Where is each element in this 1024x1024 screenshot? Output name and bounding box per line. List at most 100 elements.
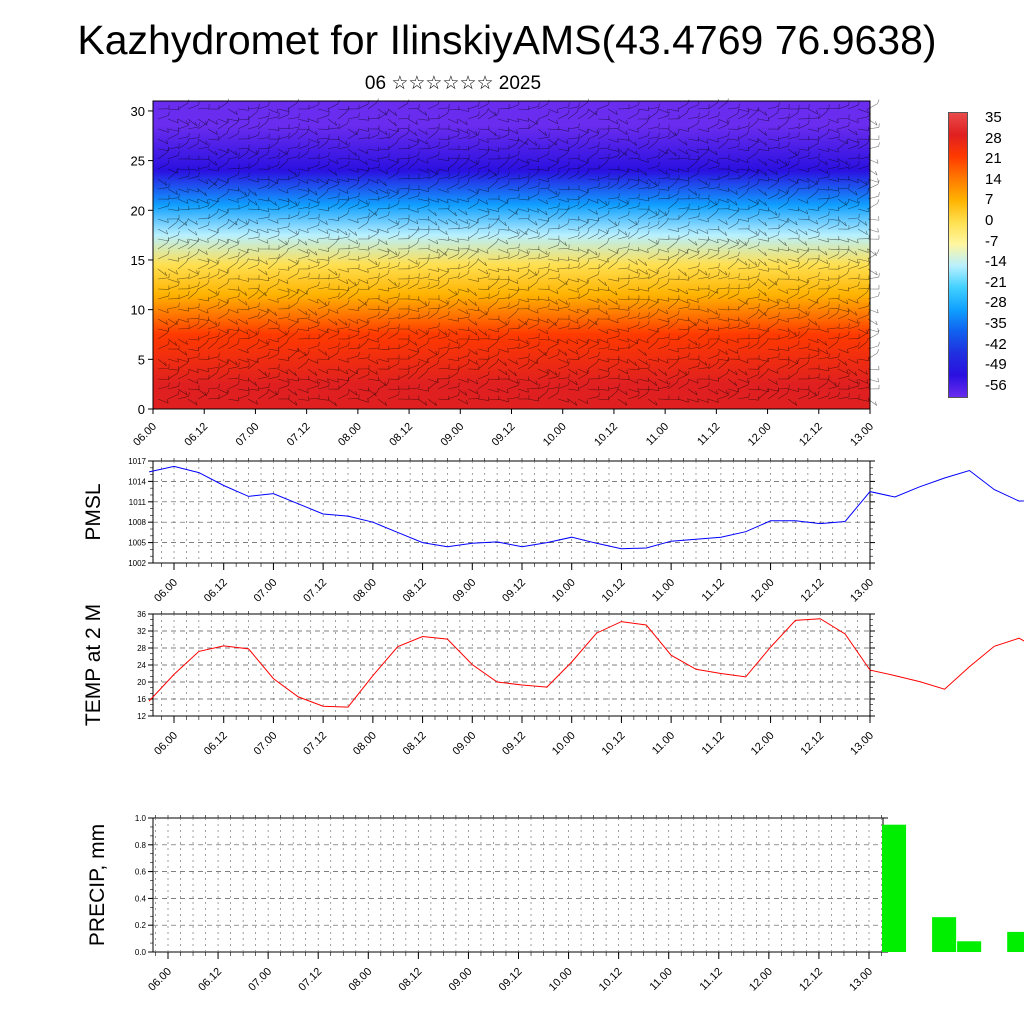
wind-barb-flag (644, 171, 648, 176)
wind-barb (577, 222, 588, 230)
wind-barb-flag (607, 357, 609, 363)
wind-barb-flag (707, 249, 710, 254)
wind-barb (267, 308, 277, 316)
wind-barb (827, 166, 839, 170)
wind-barb (177, 348, 188, 356)
wind-barb-flag (618, 202, 620, 207)
wind-barb (417, 276, 429, 280)
wind-barb (267, 376, 279, 380)
wind-barb-flag (628, 311, 630, 316)
wind-barb-flag (428, 173, 430, 178)
wind-barb-flag (878, 341, 880, 346)
wind-barb-flag (215, 290, 218, 295)
wind-barb-flag (757, 339, 760, 344)
wind-barb-flag (237, 129, 240, 135)
wind-barb (247, 198, 258, 206)
wind-barb (837, 252, 848, 260)
wind-barb (637, 338, 649, 344)
wind-barb-flag (546, 218, 550, 223)
wind-barb-flag (695, 341, 698, 346)
wind-barb-flag (576, 339, 579, 344)
wind-barb (717, 188, 729, 192)
wind-barb (717, 318, 729, 322)
wind-barb (187, 188, 199, 193)
wind-barb (817, 111, 827, 120)
wind-barb (517, 288, 529, 291)
wind-barb (327, 308, 339, 314)
wind-barb (487, 281, 497, 290)
wind-barb (417, 358, 429, 364)
wind-barb-flag (865, 230, 868, 235)
wind-barb-flag (467, 288, 469, 293)
wind-barb-flag (297, 210, 300, 216)
wind-barb-flag (618, 221, 620, 226)
wind-barb (627, 388, 639, 393)
wind-barb (547, 393, 558, 400)
wind-barb-flag (818, 232, 820, 237)
wind-barb-flag (266, 288, 269, 293)
wind-barb-flag (855, 251, 858, 256)
wind-barb (287, 351, 297, 360)
wind-barb-flag (167, 218, 169, 223)
wind-barb-flag (688, 221, 690, 226)
wind-barb (747, 312, 758, 320)
wind-barb (227, 188, 239, 192)
wind-barb-flag (285, 240, 288, 246)
wind-barb (247, 248, 259, 252)
y-tick-label: 28 (137, 644, 146, 653)
wind-barb (767, 315, 779, 320)
wind-barb-flag (216, 337, 219, 343)
wind-barb (777, 288, 789, 294)
wind-barb-flag (658, 152, 660, 157)
wind-barb-flag (556, 289, 559, 294)
wind-barb (797, 187, 809, 190)
wind-barb-flag (556, 208, 560, 213)
wind-barb-flag (516, 288, 520, 293)
wind-barb (557, 138, 569, 144)
wind-barb (337, 198, 349, 201)
wind-barb (167, 234, 179, 240)
wind-barb (357, 324, 369, 330)
wind-barb (827, 238, 839, 241)
wind-barb (687, 138, 699, 142)
wind-barb-flag (626, 369, 629, 374)
wind-barb (207, 212, 218, 220)
wind-barb (677, 207, 689, 210)
wind-barb (677, 157, 689, 160)
wind-barb (317, 331, 327, 340)
wind-barb-flag (697, 119, 700, 124)
wind-barb (337, 393, 349, 400)
wind-barb (397, 118, 409, 120)
wind-barb (647, 136, 659, 140)
wind-barb-flag (764, 221, 767, 226)
wind-barb-flag (475, 321, 478, 326)
wind-barb-flag (574, 401, 578, 406)
wind-barb (337, 158, 349, 160)
wind-barb-flag (647, 139, 650, 145)
wind-barb-flag (725, 350, 728, 355)
wind-barb-flag (384, 111, 388, 116)
wind-barb-flag (554, 321, 557, 327)
wind-barb-flag (697, 298, 699, 303)
wind-barb-flag (526, 137, 529, 143)
wind-barb-flag (628, 232, 630, 237)
wind-barb-flag (537, 208, 539, 213)
wind-barb (507, 247, 519, 250)
wind-barb-flag (568, 102, 570, 107)
wind-barb-flag (456, 339, 459, 344)
wind-barb (607, 387, 619, 390)
wind-barb (337, 358, 349, 363)
wind-barb (677, 184, 689, 190)
wind-barb (277, 342, 288, 350)
wind-barb-flag (515, 360, 518, 365)
wind-barb-flag (227, 209, 230, 214)
wind-barb (357, 335, 369, 340)
wind-barb (847, 337, 859, 340)
wind-barb-flag (688, 316, 690, 321)
x-tick-label: 09.00 (438, 421, 466, 449)
wind-barb (417, 362, 428, 370)
wind-barb-flag (808, 311, 810, 316)
wind-barb (797, 394, 809, 400)
wind-barb (477, 374, 489, 380)
wind-barb (297, 353, 309, 360)
